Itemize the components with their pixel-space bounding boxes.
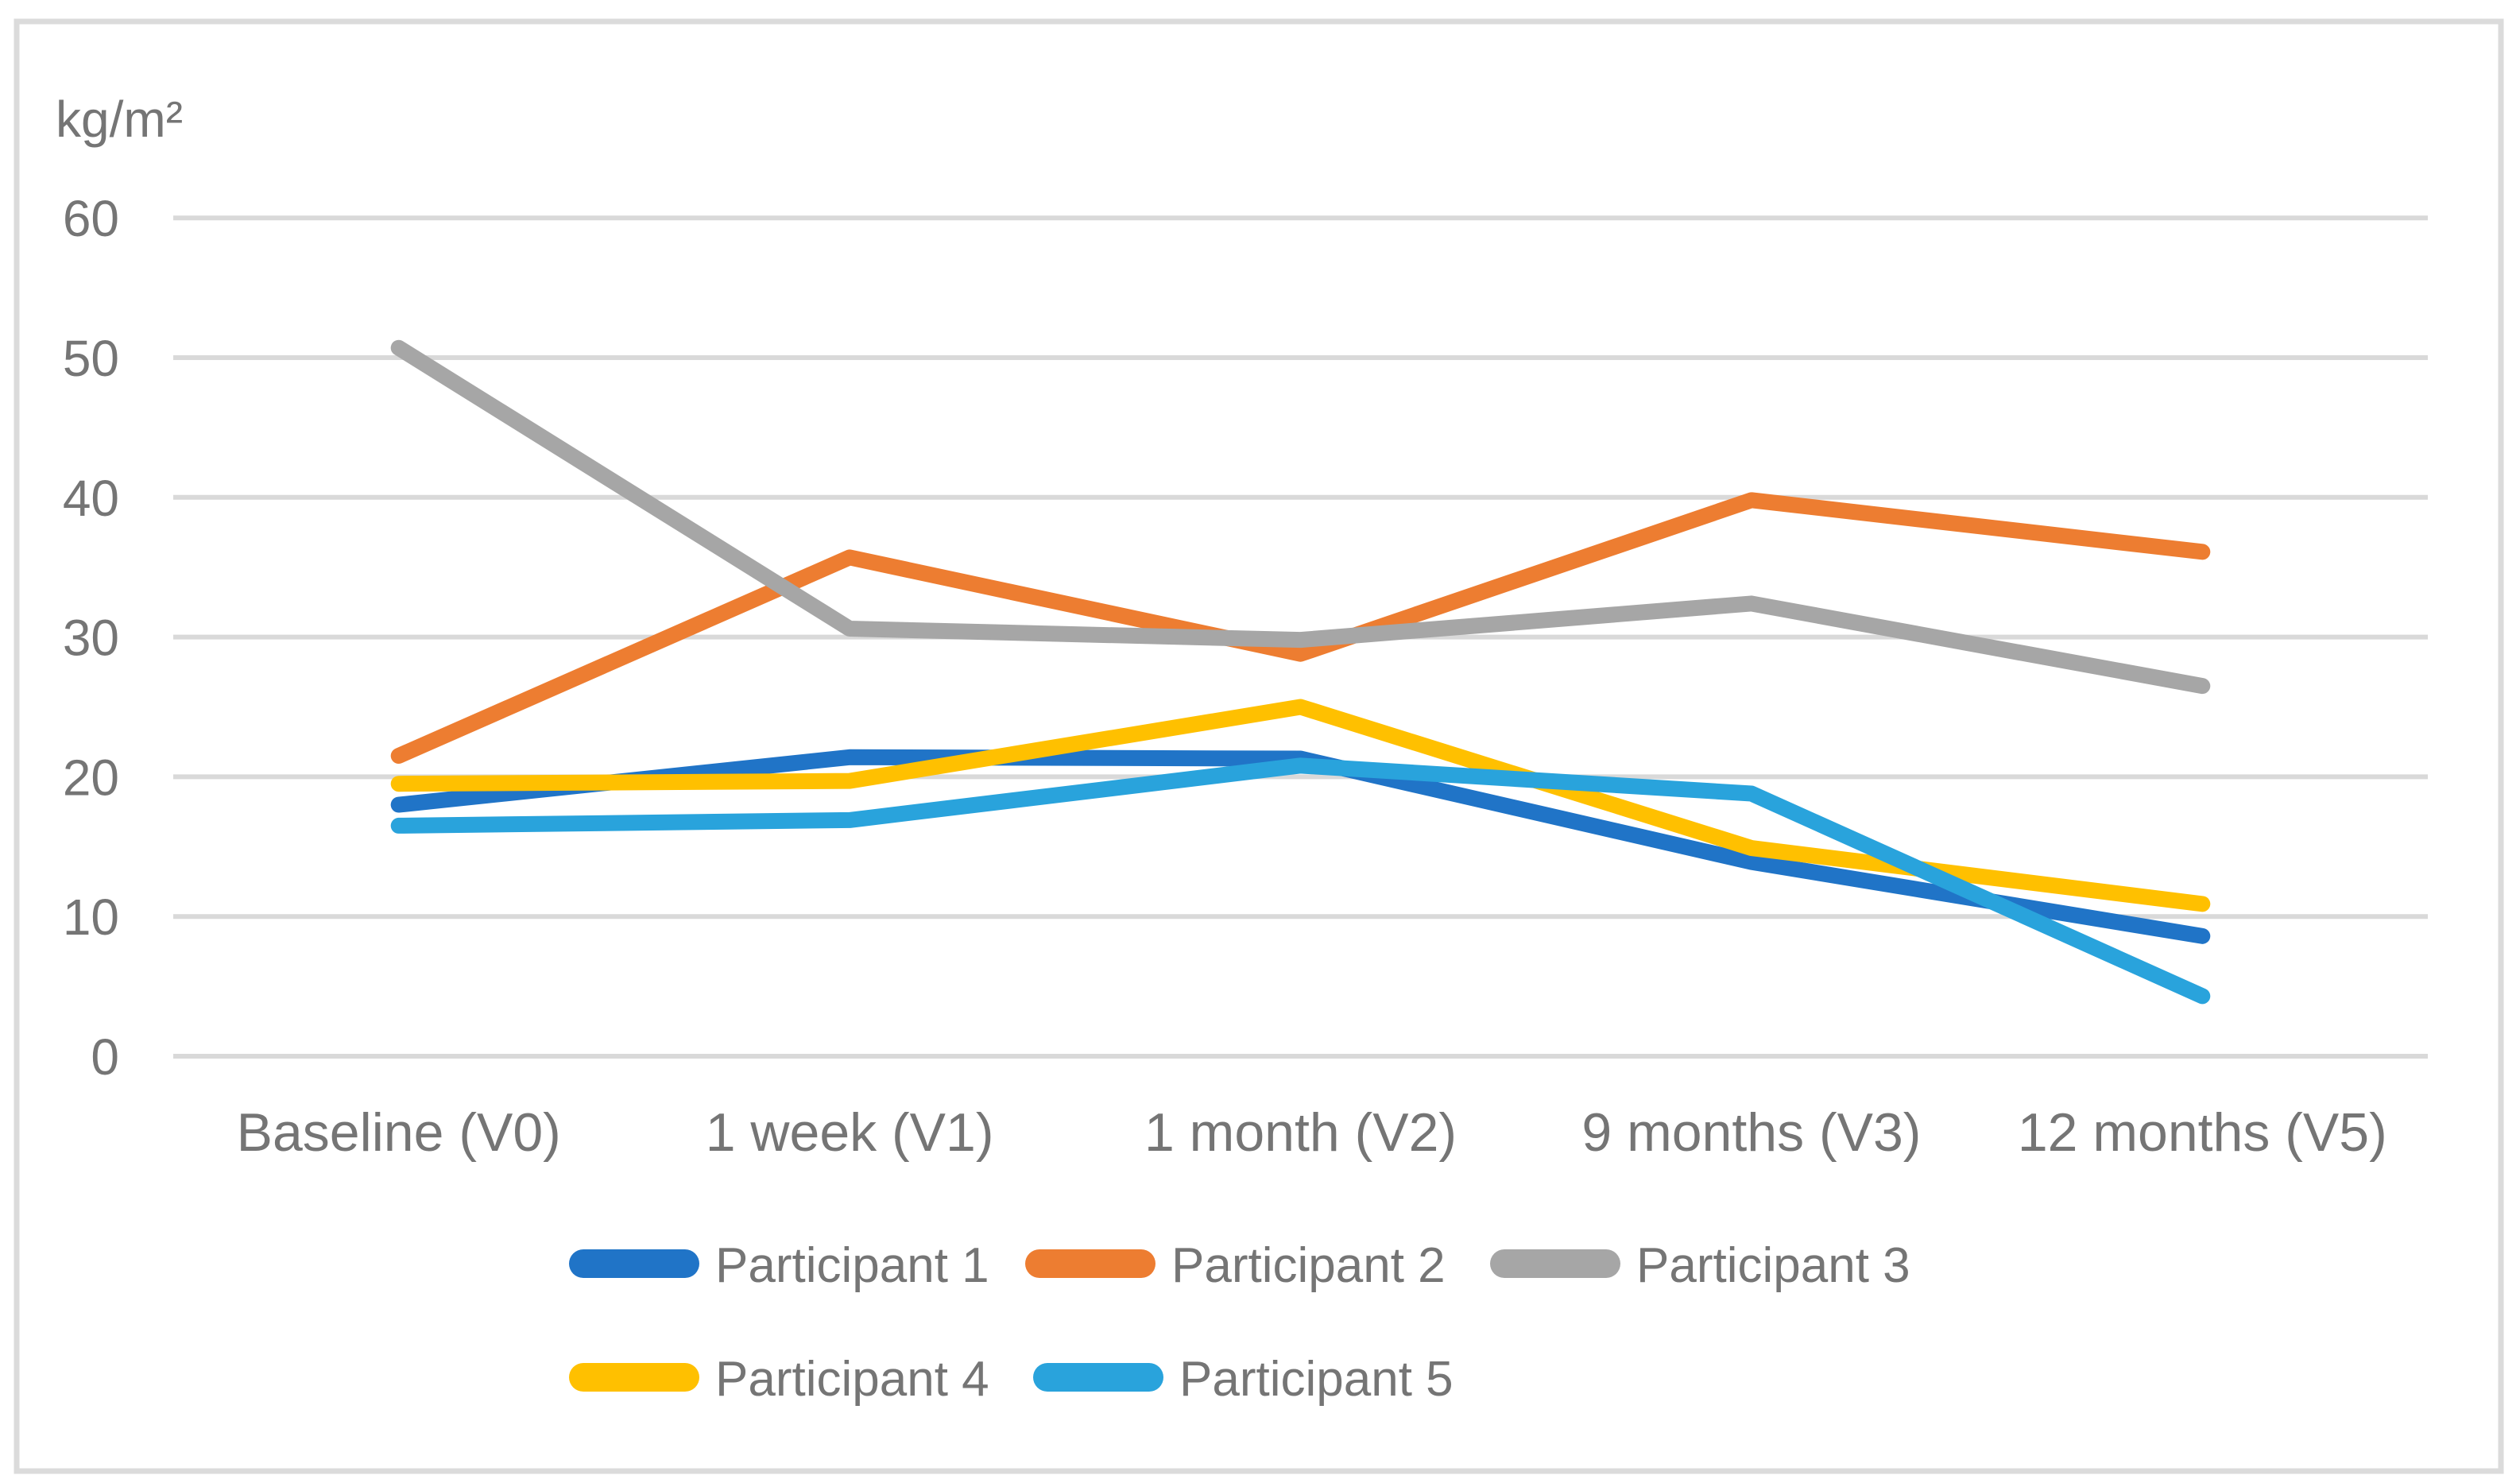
legend-swatch — [569, 1249, 699, 1278]
y-tick-label: 40 — [63, 470, 119, 527]
legend-label: Participant 1 — [715, 1238, 989, 1293]
legend: Participant 1 Participant 2 Participant 3 P… — [569, 1238, 1910, 1407]
legend-item: Participant 5 — [1033, 1352, 1454, 1407]
x-axis-category-labels: Baseline (V0) 1 week (V1) 1 month (V2) 9 mo… — [237, 1102, 2387, 1163]
legend-label: Participant 2 — [1171, 1238, 1446, 1293]
y-axis-tick-labels: 0 10 20 30 40 50 60 — [63, 190, 119, 1086]
y-tick-label: 10 — [63, 889, 119, 946]
x-category-label: 1 month (V2) — [1144, 1102, 1457, 1163]
x-category-label: Baseline (V0) — [237, 1102, 561, 1163]
series-line — [390, 339, 2211, 695]
legend-swatch — [569, 1363, 699, 1392]
legend-item: Participant 3 — [1490, 1238, 1910, 1293]
y-tick-label: 20 — [63, 749, 119, 806]
legend-item: Participant 4 — [569, 1352, 989, 1407]
series-line — [390, 757, 2211, 1005]
y-axis-unit-label: kg/m² — [56, 91, 183, 148]
y-tick-label: 0 — [91, 1028, 119, 1086]
legend-swatch — [1033, 1363, 1163, 1392]
y-tick-label: 30 — [63, 610, 119, 667]
legend-swatch — [1490, 1249, 1620, 1278]
x-category-label: 9 months (V3) — [1581, 1102, 1921, 1163]
series-line — [390, 492, 2211, 765]
legend-item: Participant 1 — [569, 1238, 989, 1293]
series-lines — [390, 339, 2211, 1005]
legend-item: Participant 2 — [1025, 1238, 1446, 1293]
legend-label: Participant 3 — [1636, 1238, 1910, 1293]
legend-swatch — [1025, 1249, 1155, 1278]
legend-label: Participant 5 — [1179, 1352, 1454, 1407]
legend-label: Participant 4 — [715, 1352, 989, 1407]
y-tick-label: 50 — [63, 330, 119, 387]
chart-border — [14, 18, 2504, 1474]
y-tick-label: 60 — [63, 190, 119, 247]
x-category-label: 12 months (V5) — [2018, 1102, 2387, 1163]
x-category-label: 1 week (V1) — [706, 1102, 994, 1163]
